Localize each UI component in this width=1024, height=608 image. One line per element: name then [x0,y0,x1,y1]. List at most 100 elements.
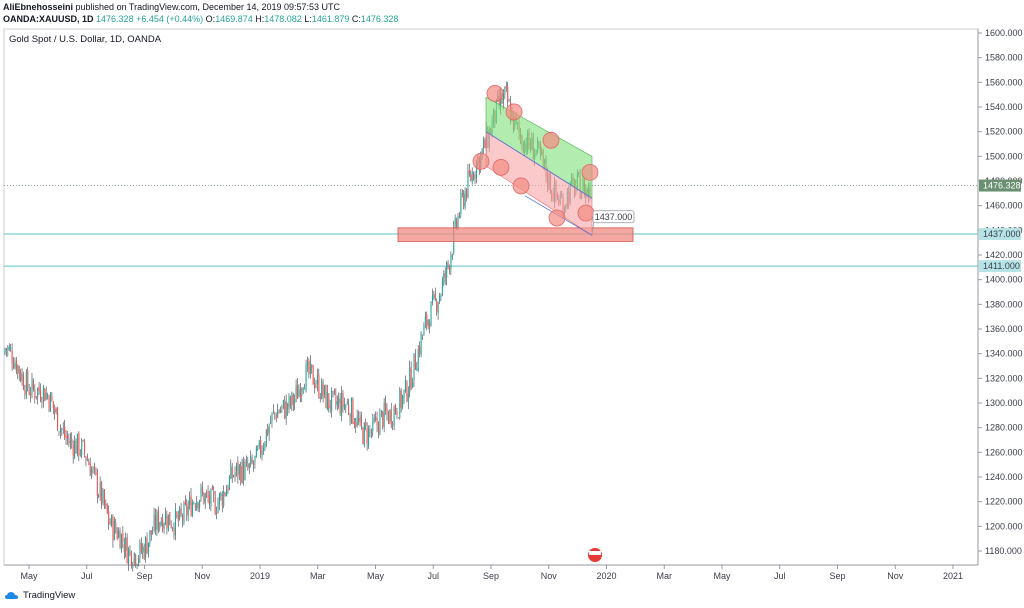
price-tick-label: 1260.000 [985,447,1023,457]
candle-body [216,512,218,514]
swing-point-marker[interactable] [492,159,510,176]
close-label: C: [351,14,361,24]
price-tick-label: 1240.000 [985,472,1023,482]
candle-body [176,512,178,517]
candle-body [261,450,263,457]
candle-body [308,360,310,374]
candle-body [248,463,250,469]
swing-point-marker[interactable] [486,85,504,102]
callout-box[interactable] [592,210,635,224]
swing-point-marker[interactable] [577,204,595,222]
candle-body [213,490,215,496]
candle-body [143,546,145,559]
candle-body [305,364,307,392]
candle-body [362,427,364,445]
candle-body [155,515,157,530]
candle-body [64,426,66,437]
candle-body [159,522,161,529]
footer[interactable]: TradingView [4,590,75,601]
candle-body [254,455,256,463]
candle-body [255,446,257,458]
close-value: 1476.328 [360,14,399,24]
support-zone[interactable] [397,227,634,242]
callout-pointer [591,220,595,235]
candle-body [400,390,402,408]
candle-body [451,254,453,258]
swing-point-marker[interactable] [542,131,560,149]
candle-body [407,393,409,402]
candle-body [417,348,419,371]
candle-body [61,428,63,430]
candle-body [365,422,367,427]
candle-body [51,395,53,401]
candle-body [44,388,46,401]
candle-body [218,493,221,505]
candle-body [250,456,252,465]
candle-body [108,511,110,524]
candle-body [187,506,189,516]
candle-body [423,324,425,336]
candle-body [34,389,36,399]
candle-body [456,219,458,227]
candle-body [251,457,253,464]
candle-body [339,398,341,415]
time-tick-label: Sep [136,571,152,581]
candle-body [352,399,354,424]
candle-body [504,87,506,94]
swing-point-marker[interactable] [548,209,566,227]
candle-body [324,385,326,395]
candle-body [146,537,148,554]
swing-point-marker[interactable] [581,163,599,181]
candle-body [62,428,64,430]
candle-body [326,391,328,410]
time-tick-label: Jul [774,571,786,581]
candle-body [139,541,141,558]
candle-body [298,389,300,397]
last-price-label-bg [979,179,1021,192]
candle-body [17,365,19,374]
candle-body [402,395,404,407]
candle-body [277,410,279,418]
price-tick-label: 1580.000 [985,53,1023,63]
high-value: 1478.082 [264,14,302,24]
candle-body [311,364,313,367]
candle-body [377,423,380,434]
candle-body [264,443,266,450]
candle-body [184,500,186,505]
price-tick-label: 1400.000 [985,275,1023,285]
candle-body [76,433,79,454]
candle-body [360,415,363,427]
candle-body [132,565,134,568]
time-scale: May Jul Sep Nov 2019 Mar May Jul Sep Nov 2020 Mar Ma… [20,565,963,581]
swing-point-marker[interactable] [505,103,523,121]
candle-body [157,510,159,529]
candle-body [289,397,292,406]
candle-body [128,549,130,564]
candle-body [419,346,421,355]
candle-body [288,396,290,408]
candle-body [322,383,324,397]
swing-point-marker[interactable] [472,152,490,170]
candle-body [299,388,301,398]
candle-body [399,389,401,419]
candle-body [395,405,397,413]
candle-body [257,448,259,450]
candle-body [92,467,94,469]
candle-body [316,375,318,385]
swing-point-marker[interactable] [512,177,530,195]
candle-body [446,262,448,279]
candle-body [284,401,286,419]
candle-body [278,410,280,413]
candle-body [162,518,164,531]
candle-body [91,468,93,478]
open-value: 1469.874 [215,14,253,24]
candle-body [321,381,323,399]
candle-body [336,401,338,406]
time-tick-label: Sep [829,571,845,581]
candle-body [457,215,459,229]
candle-body [508,100,510,102]
candle-body [118,530,120,538]
candle-body [375,418,377,420]
candle-body [47,394,49,396]
